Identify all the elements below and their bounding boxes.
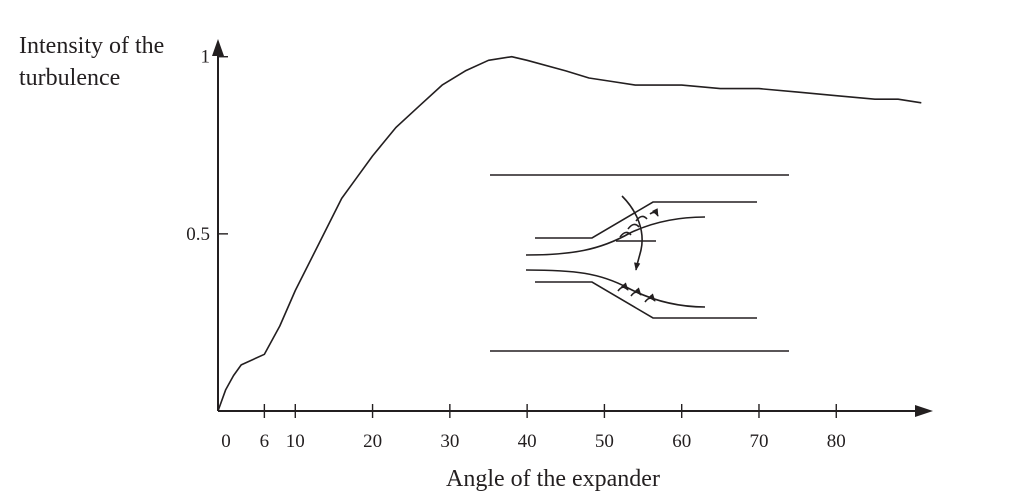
x-tick-label: 30 [440,431,459,452]
y-ticks: 0.51 [186,47,228,245]
y-tick-label: 0.5 [186,224,210,245]
x-tick-label: 40 [518,431,537,452]
x-tick-label: 50 [595,431,614,452]
x-axis-title: Angle of the expander [446,466,660,492]
x-axis-arrowhead [915,405,933,417]
vortex-upper-1 [619,231,632,238]
x-tick-label: 80 [827,431,846,452]
x-tick-label: 6 [260,431,270,452]
jet-boundary-lower [525,269,706,308]
x-tick-label: 60 [672,431,691,452]
series-line [217,55,922,412]
vortex-lower-1 [617,282,629,292]
y-axis-title-line-2: turbulence [19,65,120,91]
jet-boundary-upper [525,216,706,256]
y-tick-label: 1 [201,47,211,68]
axes [212,39,933,417]
y-axis-arrowhead [212,39,224,56]
x-tick-label: 70 [749,431,768,452]
vortex-lower-3 [644,293,656,303]
expander-wall-lower [535,281,757,319]
expander-schematic [490,174,789,352]
x-tick-label: 0 [221,431,231,452]
vortex-lower-2 [630,287,642,297]
vortex-upper-2 [627,223,640,230]
vortex-upper-3 [635,215,648,222]
vortex-upper-4 [649,208,659,217]
x-tick-label: 20 [363,431,382,452]
section-curve [621,195,643,271]
x-ticks: 0 6 10 20 30 40 50 60 70 80 [221,404,846,452]
x-tick-label: 10 [286,431,305,452]
expander-wall-upper [535,201,757,239]
y-axis-title-line-1: Intensity of the [19,33,164,59]
